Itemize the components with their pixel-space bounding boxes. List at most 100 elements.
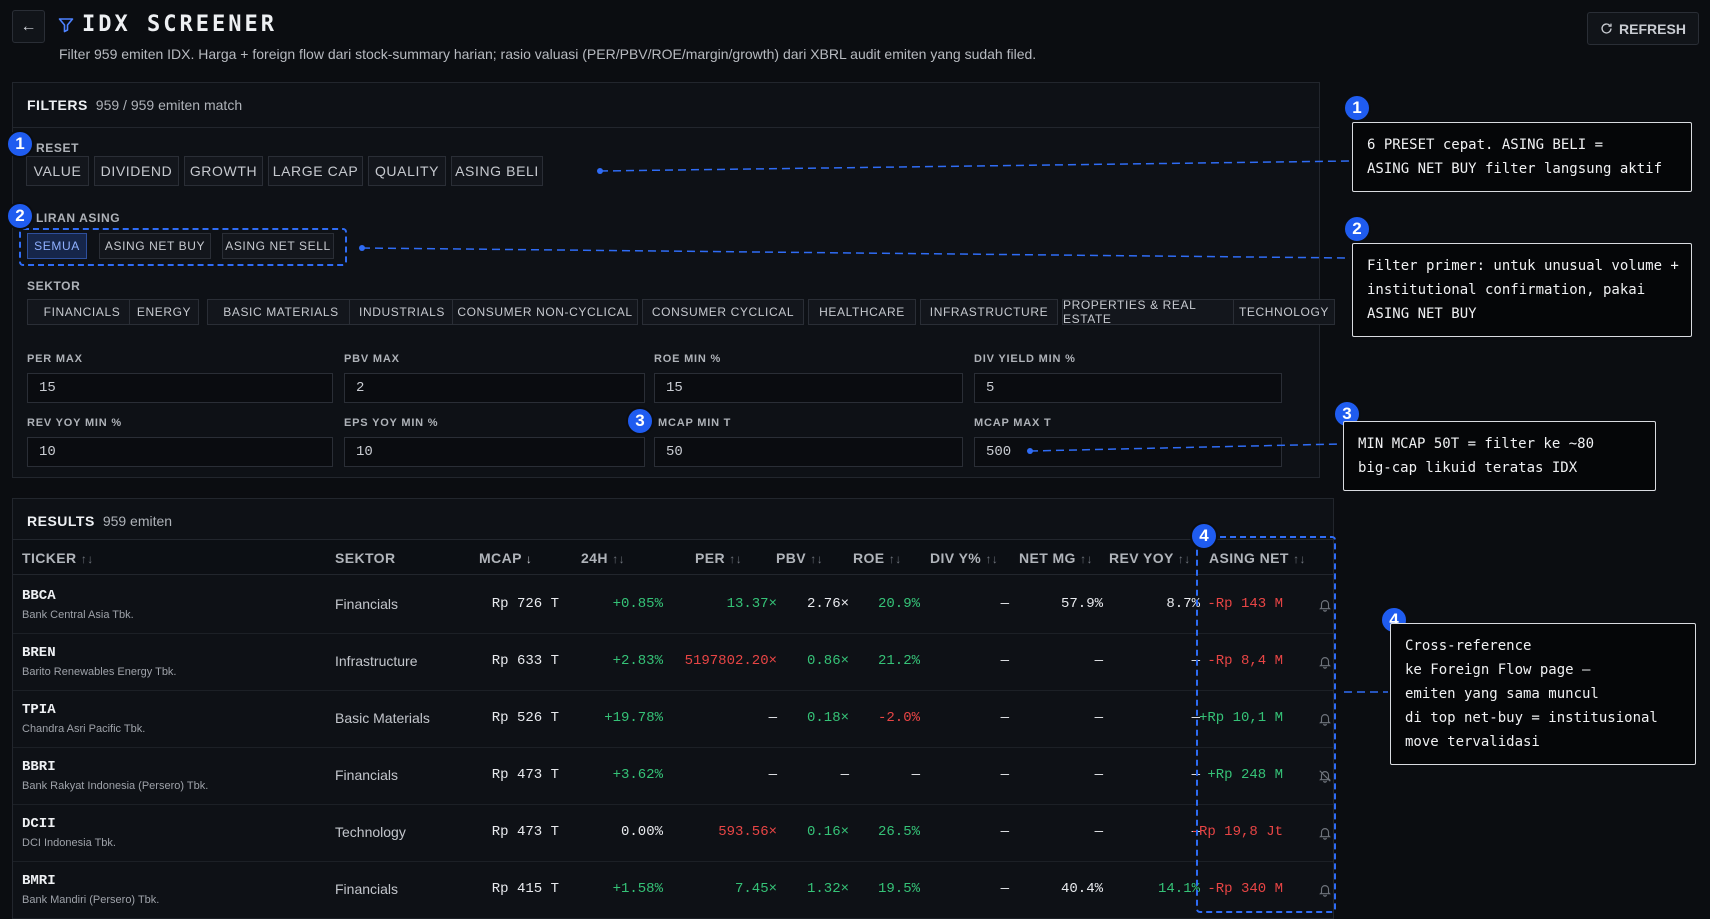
pbv-max-input[interactable]: 2 — [344, 373, 645, 403]
col-revyoy[interactable]: REV YOY ↑↓ — [1109, 550, 1191, 566]
h24-cell: +3.62% — [612, 767, 663, 783]
bell-icon[interactable] — [1318, 826, 1332, 840]
h24-cell: +2.83% — [612, 653, 663, 669]
mcap-max-input[interactable]: 500 — [974, 437, 1282, 467]
div-yield-min-input[interactable]: 5 — [974, 373, 1282, 403]
preset-large-cap-button[interactable]: LARGE CAP — [268, 156, 363, 186]
table-row[interactable]: BBCA Bank Central Asia Tbk. Financials R… — [13, 576, 1333, 634]
mcap-cell: Rp 726 T — [491, 596, 559, 612]
per-cell: — — [768, 710, 777, 726]
roe-cell: — — [911, 767, 920, 783]
sektor-cell: Financials — [335, 767, 399, 783]
table-row[interactable]: BMRI Bank Mandiri (Persero) Tbk. Financi… — [13, 861, 1333, 919]
col-roe[interactable]: ROE ↑↓ — [853, 550, 902, 566]
preset-dividend-button[interactable]: DIVIDEND — [94, 156, 179, 186]
netmg-cell: — — [1094, 653, 1103, 669]
bell-icon[interactable] — [1318, 598, 1332, 612]
roe-cell: 19.5% — [877, 881, 920, 897]
col-24h[interactable]: 24H ↑↓ — [581, 550, 625, 566]
roe-cell: 20.9% — [877, 596, 920, 612]
sektor-industrials-chip[interactable]: INDUSTRIALS — [349, 299, 455, 325]
annotation-badge-1: 1 — [6, 130, 34, 158]
sektor-label: SEKTOR — [27, 279, 81, 293]
col-mcap[interactable]: MCAP ↓ — [479, 550, 533, 566]
mcap-cell: Rp 526 T — [491, 710, 559, 726]
roe-min-input[interactable]: 15 — [654, 373, 963, 403]
sektor-infrastructure-chip[interactable]: INFRASTRUCTURE — [920, 299, 1058, 325]
preset-label: RESET — [36, 141, 80, 155]
mcap-min-input[interactable]: 50 — [654, 437, 963, 467]
preset-value-button[interactable]: VALUE — [26, 156, 89, 186]
col-per[interactable]: PER ↑↓ — [695, 550, 743, 566]
filters-title: FILTERS — [27, 97, 88, 113]
sektor-properties-chip[interactable]: PROPERTIES & REAL ESTATE — [1062, 298, 1244, 326]
div-yield-min-label: DIV YIELD MIN % — [974, 353, 1076, 365]
roe-cell: 21.2% — [877, 653, 920, 669]
netmg-cell: — — [1094, 767, 1103, 783]
div-cell: — — [1000, 710, 1009, 726]
per-cell: — — [768, 767, 777, 783]
sektor-energy-chip[interactable]: ENERGY — [129, 299, 199, 325]
sektor-consumer-cyclical-chip[interactable]: CONSUMER CYCLICAL — [642, 299, 804, 325]
bell-icon[interactable] — [1318, 655, 1332, 669]
roe-cell: -2.0% — [877, 710, 920, 726]
col-ticker[interactable]: TICKER ↑↓ — [22, 550, 94, 566]
pbv-cell: 2.76× — [806, 596, 849, 612]
col-netmg[interactable]: NET MG ↑↓ — [1019, 550, 1093, 566]
ticker-name: Chandra Asri Pacific Tbk. — [22, 723, 146, 735]
preset-growth-button[interactable]: GROWTH — [184, 156, 263, 186]
table-row[interactable]: DCII DCI Indonesia Tbk. Technology Rp 47… — [13, 804, 1333, 862]
ticker-symbol[interactable]: BBRI — [22, 759, 56, 775]
bell-icon[interactable] — [1318, 883, 1332, 897]
rev-yoy-min-label: REV YOY MIN % — [27, 417, 122, 429]
sektor-healthcare-chip[interactable]: HEALTHCARE — [808, 299, 916, 325]
h24-cell: +19.78% — [604, 710, 663, 726]
table-header: TICKER ↑↓ SEKTOR MCAP ↓ 24H ↑↓ PER ↑↓ PB… — [13, 539, 1333, 575]
mcap-max-label: MCAP MAX T — [974, 417, 1052, 429]
sektor-basic-materials-chip[interactable]: BASIC MATERIALS — [207, 299, 355, 325]
refresh-button[interactable]: REFRESH — [1587, 12, 1699, 45]
sektor-cell: Financials — [335, 881, 399, 897]
aliran-net-sell-button[interactable]: ASING NET SELL — [222, 233, 334, 259]
results-count: 959 emiten — [102, 513, 173, 529]
mcap-cell: Rp 633 T — [491, 653, 559, 669]
col-sektor[interactable]: SEKTOR — [335, 550, 396, 566]
filters-match-count: 959 / 959 emiten match — [95, 97, 243, 113]
table-row[interactable]: BBRI Bank Rakyat Indonesia (Persero) Tbk… — [13, 747, 1333, 805]
table-row[interactable]: BREN Barito Renewables Energy Tbk. Infra… — [13, 633, 1333, 691]
netmg-cell: — — [1094, 710, 1103, 726]
aliran-semua-button[interactable]: SEMUA — [27, 233, 87, 259]
col-pbv[interactable]: PBV ↑↓ — [776, 550, 824, 566]
col-div[interactable]: DIV Y% ↑↓ — [930, 550, 999, 566]
netmg-cell: 57.9% — [1060, 596, 1103, 612]
asing-cell: +Rp 248 M — [1207, 767, 1283, 783]
ticker-symbol[interactable]: BBCA — [22, 588, 56, 604]
rev-yoy-min-input[interactable]: 10 — [27, 437, 333, 467]
back-button[interactable]: ← — [12, 10, 45, 43]
ticker-symbol[interactable]: DCII — [22, 816, 56, 832]
filters-header: FILTERS 959 / 959 emiten match — [27, 97, 242, 113]
sektor-cell: Technology — [335, 824, 406, 840]
sektor-financials-chip[interactable]: FINANCIALS — [27, 299, 137, 325]
bell-icon[interactable] — [1318, 712, 1332, 726]
pbv-cell: 0.86× — [806, 653, 849, 669]
roe-min-label: ROE MIN % — [654, 353, 722, 365]
eps-yoy-min-input[interactable]: 10 — [344, 437, 645, 467]
bell-off-icon[interactable] — [1318, 769, 1332, 783]
sektor-consumer-non-cyclical-chip[interactable]: CONSUMER NON-CYCLICAL — [452, 299, 638, 325]
preset-quality-button[interactable]: QUALITY — [368, 156, 446, 186]
table-row[interactable]: TPIA Chandra Asri Pacific Tbk. Basic Mat… — [13, 690, 1333, 748]
per-max-input[interactable]: 15 — [27, 373, 333, 403]
sektor-technology-chip[interactable]: TECHNOLOGY — [1233, 299, 1335, 325]
ticker-symbol[interactable]: TPIA — [22, 702, 56, 718]
mcap-min-label: MCAP MIN T — [658, 417, 732, 429]
ticker-symbol[interactable]: BREN — [22, 645, 56, 661]
asing-cell: -Rp 143 M — [1207, 596, 1283, 612]
preset-asing-beli-button[interactable]: ASING BELI — [451, 156, 543, 186]
annotation-note-badge-2: 2 — [1343, 215, 1371, 243]
ticker-symbol[interactable]: BMRI — [22, 873, 56, 889]
arrow-left-icon: ← — [20, 17, 37, 35]
h24-cell: 0.00% — [620, 824, 663, 840]
aliran-net-buy-button[interactable]: ASING NET BUY — [99, 233, 211, 259]
col-asing[interactable]: ASING NET ↑↓ — [1209, 550, 1306, 566]
